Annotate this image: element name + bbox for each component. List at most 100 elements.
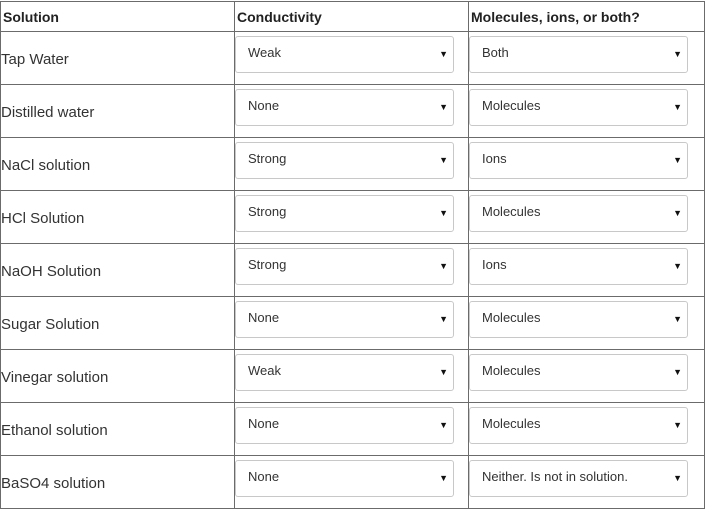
solution-cell: Sugar Solution [0,296,235,350]
conductivity-cell: None ▼ [234,402,469,456]
chevron-down-icon: ▼ [673,260,682,271]
particles-cell: Molecules ▼ [468,84,705,138]
conductivity-cell: Weak ▼ [234,349,469,403]
table-row: BaSO4 solution None ▼ Neither. Is not in so… [0,455,705,509]
conductivity-selected-value: Strong [248,256,287,272]
particles-selected-value: Molecules [482,309,541,325]
solution-cell: Vinegar solution [0,349,235,403]
chevron-down-icon: ▼ [439,154,448,165]
chevron-down-icon: ▼ [673,48,682,59]
solution-name: HCl Solution [1,209,85,227]
chevron-down-icon: ▼ [673,313,682,324]
chevron-down-icon: ▼ [439,260,448,271]
chevron-down-icon: ▼ [673,207,682,218]
conductivity-select[interactable]: Strong ▼ [235,194,454,232]
conductivity-selected-value: None [248,97,280,113]
particles-selected-value: Neither. Is not in solution. [482,468,628,484]
conductivity-select[interactable]: None ▼ [235,459,454,497]
solution-cell: NaCl solution [0,137,235,191]
table-row: Tap Water Weak ▼ Both ▼ [0,31,705,85]
table-row: Sugar Solution None ▼ Molecules ▼ [0,296,705,350]
particles-cell: Molecules ▼ [468,402,705,456]
chevron-down-icon: ▼ [439,313,448,324]
chevron-down-icon: ▼ [673,419,682,430]
particles-selected-value: Both [482,44,509,60]
solution-name: Distilled water [1,103,95,121]
chevron-down-icon: ▼ [673,366,682,377]
chevron-down-icon: ▼ [439,472,448,483]
conductivity-selected-value: Weak [248,362,281,378]
table-body: Tap Water Weak ▼ Both ▼ Distilled water None ▼ M… [0,31,705,509]
particles-cell: Molecules ▼ [468,190,705,244]
conductivity-select[interactable]: None ▼ [235,406,454,444]
solution-cell: Tap Water [0,31,235,85]
solution-cell: Distilled water [0,84,235,138]
particles-select[interactable]: Ions ▼ [469,141,688,179]
particles-select[interactable]: Molecules ▼ [469,194,688,232]
table-row: Distilled water None ▼ Molecules ▼ [0,84,705,138]
solution-cell: Ethanol solution [0,402,235,456]
solution-name: NaCl solution [1,156,91,174]
conductivity-select[interactable]: Strong ▼ [235,247,454,285]
particles-selected-value: Molecules [482,362,541,378]
particles-cell: Both ▼ [468,31,705,85]
solution-cell: HCl Solution [0,190,235,244]
solution-name: Vinegar solution [1,368,109,386]
particles-select[interactable]: Molecules ▼ [469,300,688,338]
particles-cell: Molecules ▼ [468,349,705,403]
particles-selected-value: Molecules [482,415,541,431]
conductivity-cell: None ▼ [234,296,469,350]
conductivity-select[interactable]: Weak ▼ [235,353,454,391]
table-row: NaCl solution Strong ▼ Ions ▼ [0,137,705,191]
solution-cell: BaSO4 solution [0,455,235,509]
solution-name: Ethanol solution [1,421,108,439]
particles-select[interactable]: Molecules ▼ [469,353,688,391]
table-row: Ethanol solution None ▼ Molecules ▼ [0,402,705,456]
chevron-down-icon: ▼ [439,419,448,430]
conductivity-selected-value: Strong [248,150,287,166]
chevron-down-icon: ▼ [439,207,448,218]
solution-name: NaOH Solution [1,262,102,280]
particles-select[interactable]: Ions ▼ [469,247,688,285]
conductivity-cell: Strong ▼ [234,190,469,244]
conductivity-cell: Strong ▼ [234,243,469,297]
particles-selected-value: Molecules [482,203,541,219]
solution-name: BaSO4 solution [1,474,106,492]
header-conductivity: Conductivity [234,1,469,32]
particles-select[interactable]: Both ▼ [469,35,688,73]
header-solution: Solution [0,1,235,32]
particles-cell: Ions ▼ [468,137,705,191]
conductivity-selected-value: None [248,415,280,431]
particles-select[interactable]: Neither. Is not in solution. ▼ [469,459,688,497]
chevron-down-icon: ▼ [439,101,448,112]
particles-selected-value: Ions [482,150,507,166]
conductivity-select[interactable]: Strong ▼ [235,141,454,179]
conductivity-selected-value: None [248,468,280,484]
particles-cell: Neither. Is not in solution. ▼ [468,455,705,509]
particles-selected-value: Ions [482,256,507,272]
chevron-down-icon: ▼ [673,101,682,112]
solution-name: Tap Water [1,50,69,68]
particles-selected-value: Molecules [482,97,541,113]
particles-select[interactable]: Molecules ▼ [469,406,688,444]
conductivity-select[interactable]: None ▼ [235,300,454,338]
solution-cell: NaOH Solution [0,243,235,297]
header-row: Solution Conductivity Molecules, ions, o… [0,1,705,32]
conductivity-cell: Weak ▼ [234,31,469,85]
particles-select[interactable]: Molecules ▼ [469,88,688,126]
chevron-down-icon: ▼ [673,472,682,483]
chevron-down-icon: ▼ [673,154,682,165]
conductivity-selected-value: Weak [248,44,281,60]
conductivity-cell: Strong ▼ [234,137,469,191]
conductivity-select[interactable]: Weak ▼ [235,35,454,73]
header-particles: Molecules, ions, or both? [468,1,705,32]
solution-name: Sugar Solution [1,315,100,333]
conductivity-selected-value: None [248,309,280,325]
conductivity-select[interactable]: None ▼ [235,88,454,126]
chevron-down-icon: ▼ [439,366,448,377]
table-row: Vinegar solution Weak ▼ Molecules ▼ [0,349,705,403]
conductivity-cell: None ▼ [234,84,469,138]
conductivity-selected-value: Strong [248,203,287,219]
particles-cell: Molecules ▼ [468,296,705,350]
